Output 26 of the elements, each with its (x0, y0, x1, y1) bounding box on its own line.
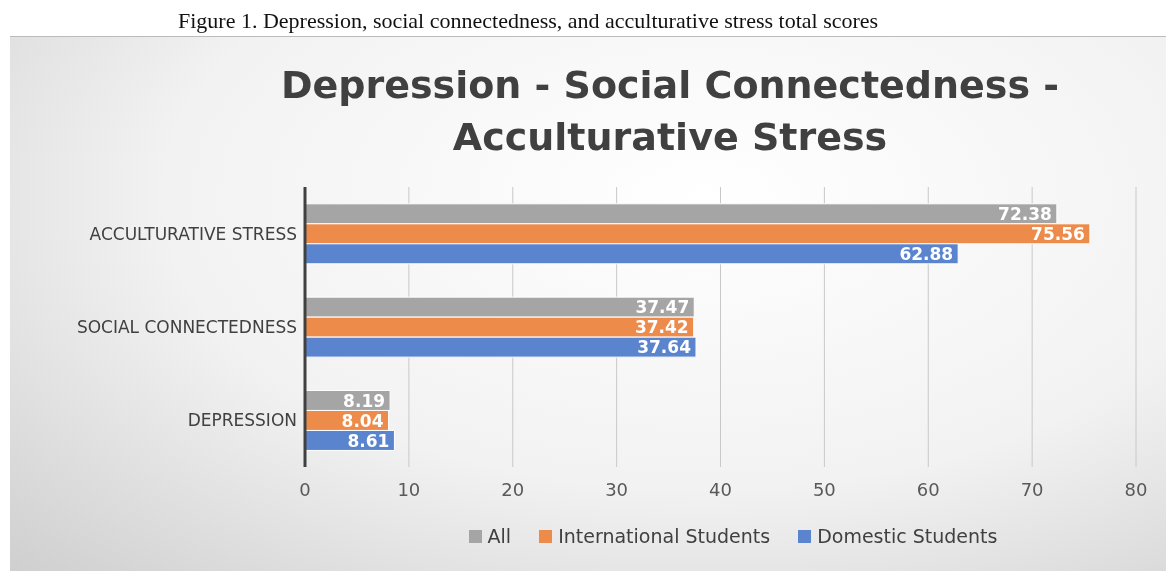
x-tick-label: 10 (397, 478, 421, 500)
y-tick-label: SOCIAL CONNECTEDNESS (76, 317, 297, 338)
legend-label: International Students (558, 525, 771, 547)
data-label: 72.38 (998, 203, 1052, 224)
y-tick-label: DEPRESSION (187, 410, 297, 431)
legend-label: All (487, 525, 512, 547)
x-tick-label: 20 (501, 478, 525, 500)
data-label: 37.64 (637, 337, 692, 358)
chart-title: Depression - Social Connectedness - Acculturative Stress (280, 62, 1060, 161)
x-tick-label: 30 (605, 478, 629, 500)
x-tick-label: 40 (709, 478, 732, 500)
x-tick-label: 50 (812, 478, 836, 500)
data-label: 75.56 (1031, 223, 1085, 244)
x-tick-label: 60 (916, 478, 940, 500)
data-label: 8.61 (347, 430, 390, 451)
x-tick-label: 70 (1020, 478, 1044, 500)
data-label: 8.04 (341, 410, 384, 431)
data-label: 8.19 (343, 390, 386, 411)
legend-label: Domestic Students (817, 525, 998, 547)
x-tick-label: 80 (1124, 478, 1148, 500)
x-tick-label: 0 (299, 478, 311, 500)
y-tick-label: ACCULTURATIVE STRESS (89, 223, 297, 244)
data-label: 62.88 (899, 243, 954, 264)
data-label: 37.47 (635, 297, 690, 318)
caption: Figure 1. Depression, social connectedness, and acculturative stress total scores (178, 8, 879, 34)
data-label: 37.42 (634, 317, 689, 338)
